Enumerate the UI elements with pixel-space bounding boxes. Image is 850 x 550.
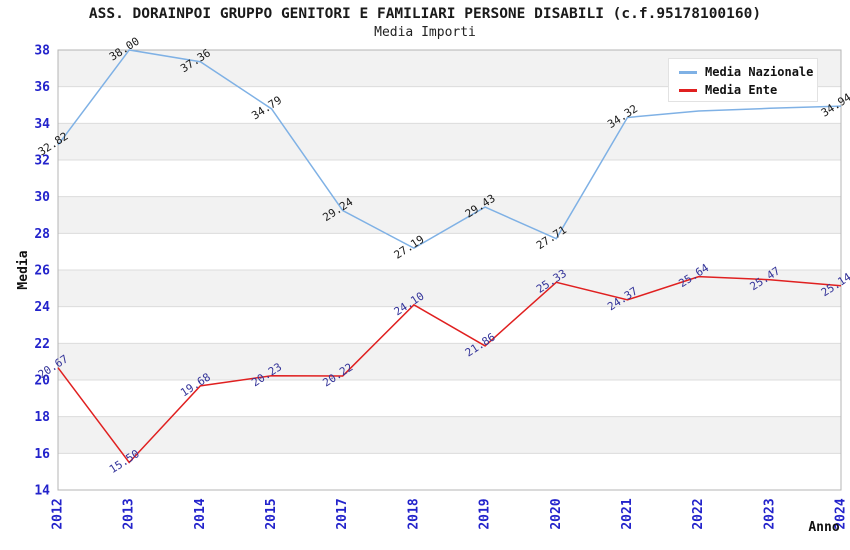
y-tick-label: 36: [34, 80, 50, 95]
y-tick-label: 26: [34, 264, 50, 279]
x-tick-label: 2013: [122, 498, 137, 529]
y-tick-label: 20: [34, 374, 50, 389]
y-tick-label: 22: [34, 337, 50, 352]
plot-band: [58, 270, 841, 307]
series-line-media-nazionale: [57, 49, 842, 250]
chart-title: ASS. DORAINPOI GRUPPO GENITORI E FAMILIA…: [88, 6, 762, 22]
x-tick-label: 2012: [51, 498, 66, 529]
y-axis-title: Media: [16, 250, 31, 289]
y-tick-label: 16: [34, 447, 50, 462]
legend-label-media-nazionale: Media Nazionale: [705, 65, 814, 79]
data-label: 27.19: [392, 233, 427, 262]
y-tick-label: 34: [34, 117, 50, 132]
legend-item-media-nazionale: Media Nazionale: [679, 63, 817, 81]
legend-label-media-ente: Media Ente: [705, 83, 778, 97]
x-axis-title: Anno: [808, 520, 839, 535]
x-tick-label: 2017: [335, 498, 350, 529]
plot-border: [57, 49, 842, 491]
x-tick-label: 2024: [834, 498, 849, 529]
x-tick-label: 2018: [406, 498, 421, 529]
legend: Media Nazionale Media Ente: [668, 58, 818, 102]
x-tick-label: 2021: [620, 498, 635, 529]
chart-subtitle: Media Importi: [374, 25, 476, 40]
legend-swatch-media-ente-icon: [679, 88, 697, 92]
data-label: 34.94: [819, 91, 850, 120]
y-tick-label: 14: [34, 484, 50, 499]
plot-band: [58, 416, 841, 454]
y-tick-label: 30: [34, 190, 50, 205]
x-tick-label: 2019: [478, 498, 493, 529]
y-tick-label: 18: [34, 410, 50, 425]
y-tick-label: 28: [34, 227, 50, 242]
y-tick-label: 24: [34, 300, 50, 315]
plot-band: [58, 123, 841, 160]
y-tick-label: 38: [34, 44, 50, 59]
x-tick-label: 2015: [264, 498, 279, 529]
plot-band: [58, 343, 841, 380]
x-tick-label: 2022: [691, 498, 706, 529]
x-tick-label: 2014: [193, 498, 208, 529]
x-tick-label: 2023: [762, 498, 777, 529]
y-tick-label: 32: [34, 154, 50, 169]
x-tick-label: 2020: [549, 498, 564, 529]
legend-item-media-ente: Media Ente: [679, 81, 817, 99]
legend-swatch-media-nazionale-icon: [679, 70, 697, 74]
series-line-media-ente: [57, 275, 842, 464]
